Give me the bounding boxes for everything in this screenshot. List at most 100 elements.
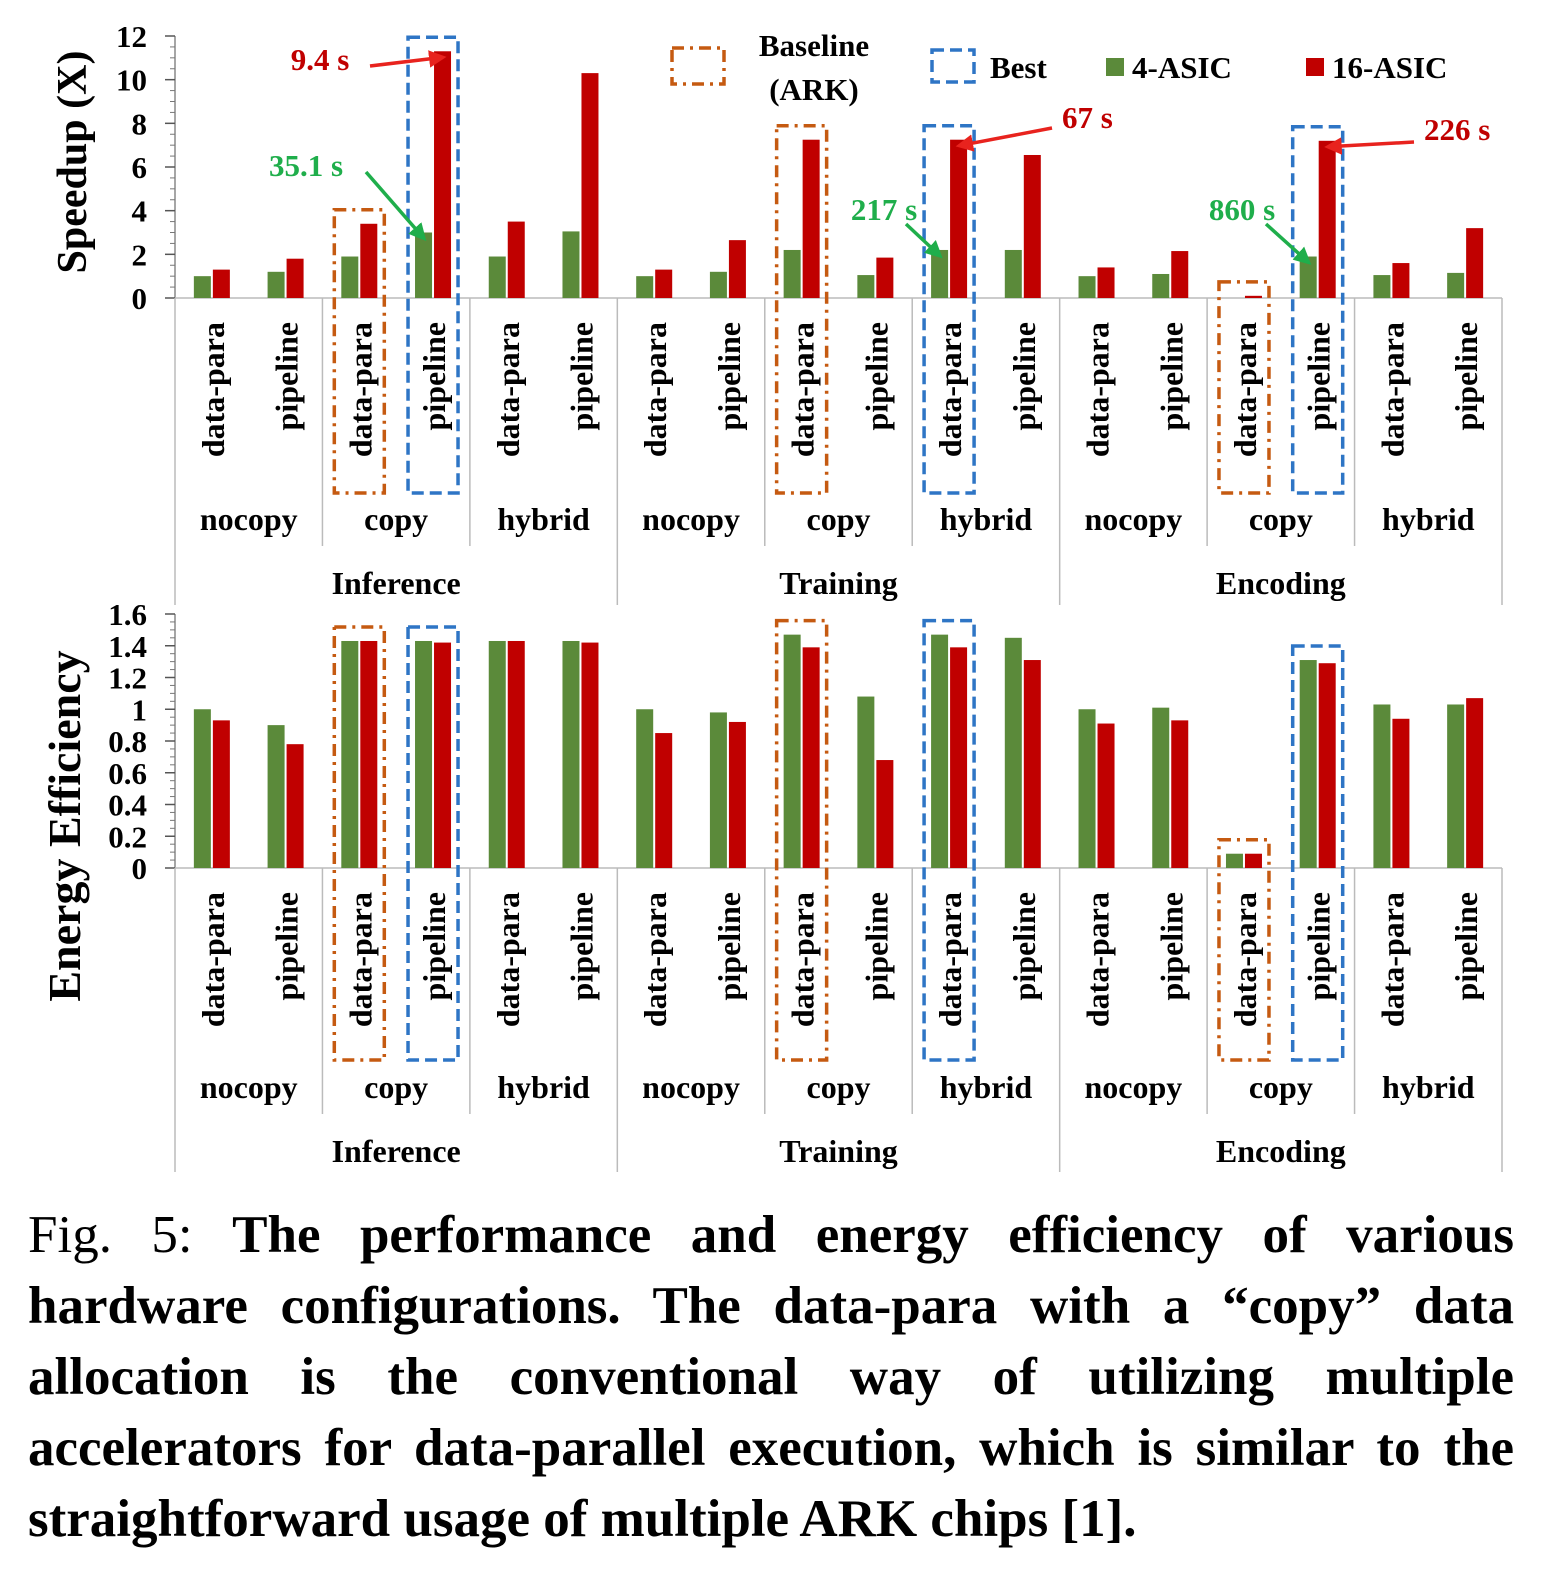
x-label-pipeline: pipeline	[1006, 892, 1042, 1000]
x-label-pipeline: pipeline	[563, 322, 599, 430]
bar-4asic-training-hybrid-data-para	[931, 634, 949, 868]
x-label-data-para: data-para	[342, 322, 378, 457]
subgroup-label-hybrid: hybrid	[940, 501, 1033, 537]
x-label-data-para: data-para	[1374, 322, 1410, 457]
bar-16asic-training-copy-pipeline	[876, 760, 894, 868]
bar-16asic-inference-copy-data-para	[360, 640, 378, 868]
y-tick-label: 1.4	[108, 629, 147, 664]
bar-16asic-encoding-copy-data-para	[1244, 295, 1262, 298]
legend-16asic-label: 16-ASIC	[1332, 50, 1447, 85]
best-box-inference-copy-pipeline	[406, 35, 460, 495]
annotation-arrow	[904, 222, 943, 259]
x-label-pipeline: pipeline	[711, 322, 747, 430]
y-tick-label: 4	[132, 194, 148, 229]
bar-4asic-inference-copy-data-para	[341, 640, 359, 868]
x-label-pipeline: pipeline	[858, 892, 894, 1000]
y-axis-title: Speedup (X)	[50, 51, 96, 274]
legend-16asic-swatch	[1306, 58, 1324, 76]
caption-text: The performance and energy efficiency of…	[28, 1206, 1514, 1548]
group-label-encoding: Encoding	[1216, 1133, 1346, 1169]
group-label-training: Training	[779, 565, 898, 601]
annotation-arrow	[364, 170, 427, 242]
bar-16asic-encoding-nocopy-data-para	[1097, 723, 1115, 868]
bar-4asic-inference-copy-data-para	[341, 256, 359, 298]
bar-16asic-encoding-hybrid-data-para	[1392, 263, 1410, 298]
subgroup-label-hybrid: hybrid	[940, 1069, 1033, 1105]
bar-16asic-training-hybrid-data-para	[950, 139, 968, 298]
annotation-label: 67 s	[1062, 100, 1113, 135]
y-tick-label: 0.8	[108, 724, 147, 759]
subgroup-label-copy: copy	[364, 501, 428, 537]
bar-4asic-training-nocopy-pipeline	[709, 271, 727, 298]
annotation-label: 35.1 s	[269, 148, 343, 183]
bar-4asic-training-copy-pipeline	[857, 275, 875, 298]
bar-16asic-inference-nocopy-data-para	[212, 269, 230, 298]
bar-16asic-encoding-nocopy-pipeline	[1171, 251, 1189, 298]
best-box-training-hybrid-data-para	[922, 123, 976, 495]
baseline-box-inference-copy-data-para	[332, 208, 387, 495]
best-box-encoding-copy-pipeline	[1290, 125, 1345, 495]
x-label-pipeline: pipeline	[269, 892, 305, 1000]
annotation-arrow	[1264, 222, 1312, 265]
legend-baseline-swatch	[670, 46, 726, 86]
y-tick-label: 1.2	[108, 661, 147, 696]
x-label-pipeline: pipeline	[416, 892, 452, 1000]
group-label-inference: Inference	[332, 565, 461, 601]
y-tick-label: 0.6	[108, 756, 147, 791]
x-label-pipeline: pipeline	[269, 322, 305, 430]
y-axis-title: Energy Efficiency	[39, 650, 90, 1001]
y-tick-label: 1	[132, 692, 148, 727]
bar-16asic-training-nocopy-data-para	[655, 269, 673, 298]
bar-16asic-inference-hybrid-pipeline	[581, 642, 599, 868]
x-label-pipeline: pipeline	[858, 322, 894, 430]
x-label-data-para: data-para	[1227, 892, 1263, 1027]
subgroup-label-nocopy: nocopy	[642, 1069, 740, 1105]
x-label-pipeline: pipeline	[1301, 892, 1337, 1000]
subgroup-label-copy: copy	[364, 1069, 428, 1105]
legend-best-swatch	[930, 48, 976, 84]
y-tick-label: 6	[132, 150, 148, 185]
bar-16asic-training-nocopy-pipeline	[728, 721, 746, 868]
bar-16asic-inference-nocopy-pipeline	[286, 258, 304, 298]
x-label-data-para: data-para	[637, 322, 673, 457]
bar-16asic-training-copy-data-para	[802, 139, 820, 298]
subgroup-label-hybrid: hybrid	[497, 501, 590, 537]
subgroup-label-nocopy: nocopy	[200, 1069, 298, 1105]
y-tick-label: 8	[132, 106, 148, 141]
bar-4asic-training-nocopy-pipeline	[709, 712, 727, 868]
bar-4asic-training-copy-pipeline	[857, 696, 875, 868]
bar-16asic-encoding-hybrid-pipeline	[1466, 698, 1484, 868]
bar-4asic-encoding-copy-pipeline	[1299, 256, 1317, 298]
x-label-pipeline: pipeline	[1153, 892, 1189, 1000]
bar-16asic-encoding-copy-pipeline	[1318, 140, 1336, 298]
y-tick-label: 2	[132, 237, 148, 272]
legend: Baseline (ARK) Best 4-ASIC 16-ASIC	[670, 28, 1447, 107]
subgroup-label-copy: copy	[807, 1069, 871, 1105]
bar-4asic-encoding-nocopy-data-para	[1078, 709, 1096, 868]
best-box-encoding-copy-pipeline	[1290, 644, 1345, 1062]
annotation-arrow	[1324, 137, 1415, 155]
bar-4asic-inference-nocopy-pipeline	[267, 271, 285, 298]
annotation-label: 860 s	[1209, 192, 1275, 227]
x-label-pipeline: pipeline	[563, 892, 599, 1000]
x-label-data-para: data-para	[1374, 892, 1410, 1027]
x-label-pipeline: pipeline	[416, 322, 452, 430]
x-label-data-para: data-para	[1080, 892, 1116, 1027]
bar-4asic-encoding-nocopy-data-para	[1078, 276, 1096, 298]
subgroup-label-copy: copy	[1249, 501, 1313, 537]
bar-16asic-inference-hybrid-pipeline	[581, 73, 599, 298]
bar-4asic-encoding-copy-pipeline	[1299, 660, 1317, 868]
bar-4asic-training-copy-data-para	[783, 634, 801, 868]
bar-16asic-encoding-hybrid-pipeline	[1466, 228, 1484, 298]
bar-4asic-encoding-nocopy-pipeline	[1152, 273, 1170, 298]
x-label-data-para: data-para	[785, 322, 821, 457]
bar-16asic-inference-hybrid-data-para	[507, 640, 525, 868]
bar-16asic-training-hybrid-pipeline	[1023, 154, 1041, 298]
bar-4asic-training-hybrid-pipeline	[1004, 249, 1022, 298]
bar-4asic-encoding-hybrid-data-para	[1373, 275, 1391, 298]
x-label-data-para: data-para	[490, 892, 526, 1027]
x-label-pipeline: pipeline	[1448, 892, 1484, 1000]
bar-4asic-inference-nocopy-data-para	[193, 276, 211, 298]
baseline-box-training-copy-data-para	[774, 618, 829, 1062]
